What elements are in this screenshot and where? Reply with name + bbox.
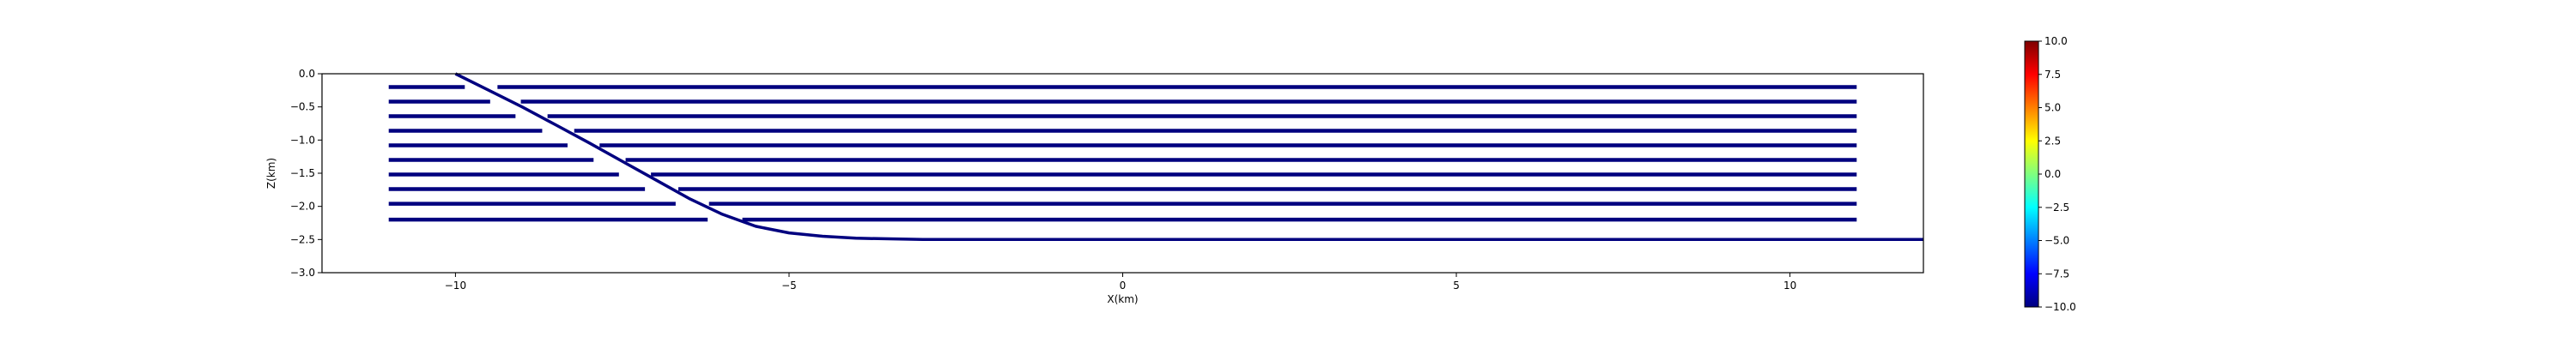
colorbar-tick-label: 10.0 — [2044, 35, 2068, 47]
y-tick-label: −1.5 — [290, 167, 315, 179]
plot-area: −10 −5 0 5 10 0.0 −0.5 −1.0 −1.5 −2.0 −2.5 −3.0 X(… — [265, 68, 1924, 305]
y-tick-label: 0.0 — [299, 68, 315, 80]
x-tick-label: −10 — [445, 280, 466, 292]
colorbar-tick-label: −7.5 — [2044, 268, 2069, 280]
colorbar-tick-label: −5.0 — [2044, 235, 2069, 247]
y-axis: 0.0 −0.5 −1.0 −1.5 −2.0 −2.5 −3.0 — [290, 68, 322, 279]
x-axis: −10 −5 0 5 10 — [445, 273, 1796, 292]
x-tick-label: 0 — [1120, 280, 1127, 292]
colorbar-tick-label: −10.0 — [2044, 301, 2076, 313]
x-tick-label: 5 — [1453, 280, 1460, 292]
y-tick-label: −2.0 — [290, 201, 315, 213]
colorbar-tick-label: −2.5 — [2044, 202, 2069, 214]
y-axis-label: Z(km) — [265, 158, 277, 189]
y-tick-label: −3.0 — [290, 267, 315, 279]
fault-curve — [454, 72, 1923, 242]
colorbar-gradient — [2025, 41, 2038, 307]
x-axis-label: X(km) — [1107, 293, 1138, 305]
colorbar: 10.0 7.5 5.0 2.5 0.0 −2.5 −5.0 −7.5 −10.0 — [2024, 35, 2076, 313]
colorbar-ticks: 10.0 7.5 5.0 2.5 0.0 −2.5 −5.0 −7.5 −10.0 — [2038, 35, 2076, 313]
y-tick-label: −2.5 — [290, 233, 315, 245]
x-tick-label: −5 — [781, 280, 797, 292]
y-tick-label: −0.5 — [290, 101, 315, 113]
colorbar-tick-label: 2.5 — [2044, 135, 2061, 147]
colorbar-tick-label: 5.0 — [2044, 102, 2061, 114]
plot-marks — [388, 72, 1923, 242]
colorbar-tick-label: 7.5 — [2044, 69, 2061, 81]
y-tick-label: −1.0 — [290, 134, 315, 146]
x-tick-label: 10 — [1783, 280, 1796, 292]
colorbar-tick-label: 0.0 — [2044, 168, 2061, 180]
